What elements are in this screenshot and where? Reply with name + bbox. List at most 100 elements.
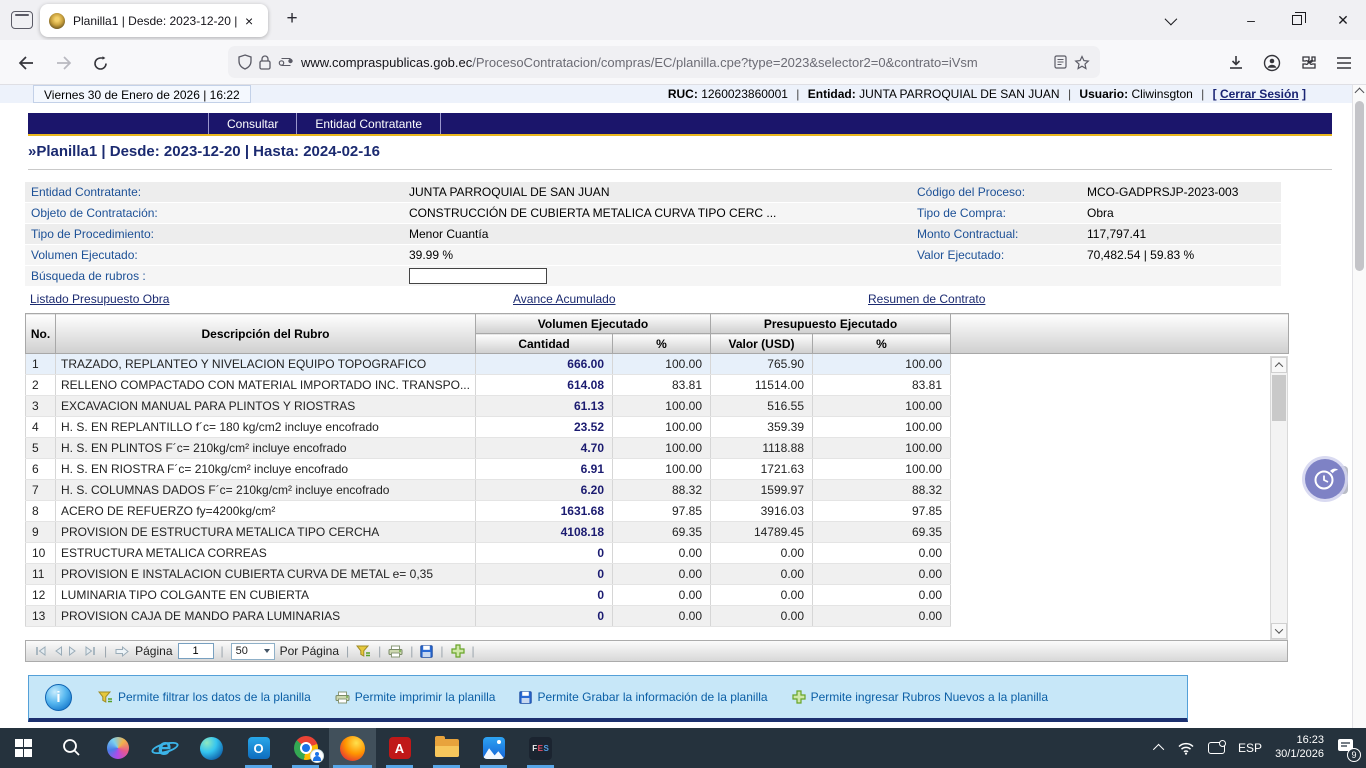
forward-icon[interactable] (52, 51, 76, 75)
row-presupuesto-pct: 83.81 (812, 374, 951, 396)
sidebar-toggle-icon[interactable] (11, 11, 33, 29)
menu-hamburger-icon[interactable] (1330, 50, 1358, 76)
page-scrollbar[interactable] (1352, 85, 1366, 728)
taskbar-file-explorer[interactable] (423, 728, 470, 768)
last-page-icon[interactable] (83, 645, 97, 657)
row-presupuesto-pct: 69.35 (812, 521, 951, 543)
save-icon[interactable] (420, 644, 434, 658)
windows-logo-icon (14, 739, 33, 757)
table-scrollbar[interactable] (1270, 356, 1288, 640)
logout-link[interactable]: Cerrar Sesión (1219, 87, 1299, 101)
taskbar-edge[interactable] (188, 728, 235, 768)
window-minimize-button[interactable]: – (1247, 12, 1255, 28)
table-row[interactable]: 9 PROVISION DE ESTRUCTURA METALICA TIPO … (25, 521, 1289, 543)
bookmark-star-icon[interactable] (1074, 54, 1090, 70)
row-volumen-pct: 100.00 (612, 437, 711, 459)
tab-close-icon[interactable]: × (245, 12, 254, 29)
taskbar-outlook[interactable]: O (235, 728, 282, 768)
row-cantidad: 6.91 (475, 458, 613, 480)
table-scroll-thumb[interactable] (1272, 375, 1286, 421)
window-restore-button[interactable] (1274, 0, 1320, 40)
table-row[interactable]: 11 PROVISION E INSTALACION CUBIERTA CURV… (25, 563, 1289, 585)
row-number: 8 (25, 500, 56, 522)
link-resumen-de-contrato[interactable]: Resumen de Contrato (868, 292, 986, 306)
table-scroll-down-icon[interactable] (1271, 623, 1287, 639)
row-number: 7 (25, 479, 56, 501)
tab-list-chevron-icon[interactable] (1146, 0, 1192, 40)
menu-item[interactable]: Consultar (208, 113, 296, 134)
prev-page-icon[interactable] (53, 645, 63, 657)
taskbar-internet-explorer[interactable]: e (141, 728, 188, 768)
taskbar-copilot[interactable] (94, 728, 141, 768)
entidad-value: JUNTA PARROQUIAL DE SAN JUAN (859, 87, 1060, 101)
shield-icon[interactable] (238, 54, 252, 70)
url-bar[interactable]: www.compraspublicas.gob.ec/ProcesoContra… (228, 46, 1100, 78)
info-value-left: 39.99 % (409, 248, 454, 262)
help-print: Permite imprimir la planilla (335, 690, 495, 704)
taskbar-chrome[interactable] (282, 728, 329, 768)
add-rubro-icon[interactable] (450, 644, 465, 658)
table-row[interactable]: 6 H. S. EN RIOSTRA F´c= 210kg/cm² incluy… (25, 458, 1289, 480)
back-icon[interactable] (14, 51, 38, 75)
first-page-icon[interactable] (34, 645, 48, 657)
notification-center-icon[interactable]: 9 (1337, 738, 1361, 762)
page-scroll-thumb[interactable] (1355, 101, 1364, 271)
url-text[interactable]: www.compraspublicas.gob.ec/ProcesoContra… (301, 54, 978, 70)
account-icon[interactable] (1258, 50, 1286, 76)
header-no: No. (25, 313, 56, 354)
row-valor-usd: 14789.45 (710, 521, 813, 543)
table-row[interactable]: 8 ACERO DE REFUERZO fy=4200kg/cm² 1631.6… (25, 500, 1289, 522)
tray-expand-icon[interactable] (1152, 743, 1165, 756)
table-row[interactable]: 1 TRAZADO, REPLANTEO Y NIVELACION EQUIPO… (25, 353, 1289, 375)
filter-icon[interactable] (356, 645, 371, 658)
go-page-icon[interactable] (114, 645, 130, 658)
print-icon[interactable] (388, 645, 403, 658)
save-icon (519, 690, 533, 704)
taskbar-acrobat[interactable]: A (376, 728, 423, 768)
table-row[interactable]: 5 H. S. EN PLINTOS F´c= 210kg/cm² incluy… (25, 437, 1289, 459)
language-indicator[interactable]: ESP (1238, 741, 1263, 755)
header-filler (950, 313, 1289, 354)
new-tab-button[interactable]: + (286, 8, 298, 29)
tray-clock[interactable]: 16:23 30/1/2026 (1275, 734, 1324, 762)
search-input[interactable] (409, 268, 547, 284)
downloads-icon[interactable] (1222, 50, 1250, 76)
browser-tab[interactable]: Planilla1 | Desde: 2023-12-20 | H × (40, 4, 268, 37)
permissions-icon[interactable] (278, 57, 294, 67)
page-scroll-up-icon[interactable] (1354, 87, 1365, 98)
row-volumen-pct: 0.00 (612, 584, 711, 606)
link-listado-presupuesto-obra[interactable]: Listado Presupuesto Obra (30, 292, 170, 306)
row-description: LUMINARIA TIPO COLGANTE EN CUBIERTA (55, 584, 476, 606)
per-page-select[interactable]: 50 (230, 642, 275, 660)
time-tracker-widget[interactable] (1305, 459, 1345, 499)
row-filler (950, 605, 1289, 627)
taskbar-firefox[interactable] (329, 728, 376, 768)
reload-icon[interactable] (88, 51, 112, 75)
start-button[interactable] (0, 728, 47, 768)
row-filler (950, 353, 1289, 375)
table-scroll-up-icon[interactable] (1271, 357, 1287, 373)
table-row[interactable]: 3 EXCAVACION MANUAL PARA PLINTOS Y RIOST… (25, 395, 1289, 417)
row-volumen-pct: 97.85 (612, 500, 711, 522)
link-avance-acumulado[interactable]: Avance Acumulado (513, 292, 616, 306)
extensions-icon[interactable] (1294, 50, 1322, 76)
screen-clip-icon[interactable] (1208, 740, 1227, 754)
next-page-icon[interactable] (68, 645, 78, 657)
menu-item[interactable]: Entidad Contratante (296, 113, 442, 134)
table-row[interactable]: 13 PROVISION CAJA DE MANDO PARA LUMINARI… (25, 605, 1289, 627)
page-number-input[interactable] (177, 643, 214, 659)
wifi-icon[interactable] (1177, 741, 1195, 755)
table-row[interactable]: 4 H. S. EN REPLANTILLO f´c= 180 kg/cm2 i… (25, 416, 1289, 438)
lock-icon[interactable] (259, 54, 271, 70)
taskbar-photos[interactable] (470, 728, 517, 768)
taskbar-search[interactable] (47, 728, 94, 768)
row-description: TRAZADO, REPLANTEO Y NIVELACION EQUIPO T… (55, 353, 476, 375)
tray-time: 16:23 (1296, 734, 1324, 747)
table-row[interactable]: 7 H. S. COLUMNAS DADOS F´c= 210kg/cm² in… (25, 479, 1289, 501)
reader-mode-icon[interactable] (1054, 55, 1067, 69)
table-row[interactable]: 12 LUMINARIA TIPO COLGANTE EN CUBIERTA 0… (25, 584, 1289, 606)
table-row[interactable]: 2 RELLENO COMPACTADO CON MATERIAL IMPORT… (25, 374, 1289, 396)
window-close-button[interactable]: ✕ (1337, 11, 1349, 28)
table-row[interactable]: 10 ESTRUCTURA METALICA CORREAS 0 0.00 0.… (25, 542, 1289, 564)
